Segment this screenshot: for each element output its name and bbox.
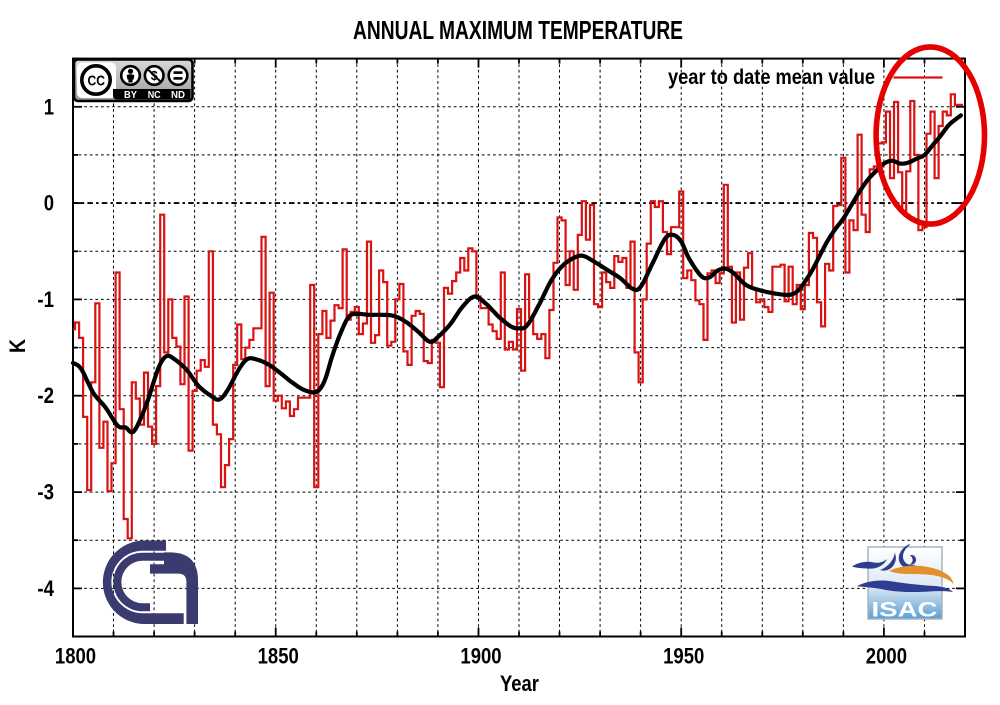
svg-text:2000: 2000 xyxy=(866,644,907,669)
svg-text:-4: -4 xyxy=(37,576,54,601)
svg-text:1800: 1800 xyxy=(55,644,96,669)
svg-text:ND: ND xyxy=(171,89,185,101)
svg-text:-1: -1 xyxy=(37,287,54,312)
svg-text:1: 1 xyxy=(44,94,54,119)
svg-text:ISAC: ISAC xyxy=(872,599,938,622)
svg-text:Year: Year xyxy=(500,671,539,696)
svg-text:K: K xyxy=(5,338,30,353)
svg-text:0: 0 xyxy=(44,191,54,216)
svg-text:NC: NC xyxy=(148,89,161,101)
svg-text:-3: -3 xyxy=(37,480,54,505)
svg-text:year to date mean value: year to date mean value xyxy=(668,65,875,89)
svg-text:BY: BY xyxy=(124,89,137,101)
svg-text:1950: 1950 xyxy=(663,644,704,669)
svg-text:1850: 1850 xyxy=(258,644,299,669)
svg-text:CC: CC xyxy=(88,73,106,90)
svg-text:ANNUAL MAXIMUM TEMPERATURE: ANNUAL MAXIMUM TEMPERATURE xyxy=(353,17,683,45)
svg-text:1900: 1900 xyxy=(460,644,501,669)
svg-text:-2: -2 xyxy=(37,383,54,408)
